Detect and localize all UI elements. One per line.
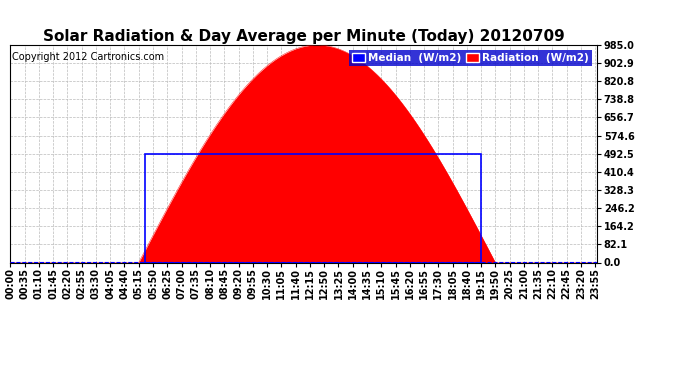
Title: Solar Radiation & Day Average per Minute (Today) 20120709: Solar Radiation & Day Average per Minute… bbox=[43, 29, 564, 44]
Text: Copyright 2012 Cartronics.com: Copyright 2012 Cartronics.com bbox=[12, 51, 164, 62]
Legend: Median  (W/m2), Radiation  (W/m2): Median (W/m2), Radiation (W/m2) bbox=[349, 50, 591, 66]
Bar bbox=[145, 154, 481, 262]
